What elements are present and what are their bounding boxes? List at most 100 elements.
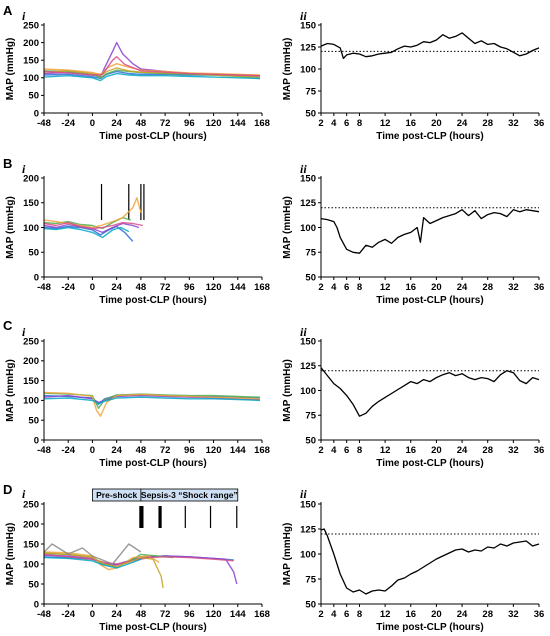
y-tick-label: 150 [23, 198, 39, 209]
series-line-5 [43, 396, 261, 405]
y-tick-label: 100 [23, 396, 39, 407]
x-tick-label: 120 [206, 609, 222, 620]
y-tick-label: 150 [23, 539, 39, 550]
y-tick-label: 100 [300, 64, 316, 75]
x-axis-label: Time post-CLP (hours) [376, 458, 483, 469]
y-tick-label: 150 [300, 499, 316, 510]
y-tick-label: 50 [305, 108, 316, 119]
x-tick-label: 36 [534, 609, 545, 620]
x-tick-label: 12 [380, 118, 391, 129]
x-tick-label: 144 [230, 282, 247, 293]
y-tick-label: 50 [28, 416, 39, 427]
x-tick-label: 96 [184, 282, 195, 293]
x-tick-label: 48 [136, 445, 147, 456]
y-axis-label: MAP (mmHg) [5, 38, 16, 101]
y-tick-label: 150 [300, 336, 316, 347]
y-axis-label: MAP (mmHg) [282, 359, 293, 422]
x-tick-label: 168 [254, 118, 270, 129]
x-tick-label: 24 [457, 445, 468, 456]
y-tick-label: 250 [23, 499, 39, 510]
y-tick-label: 75 [305, 411, 316, 422]
x-tick-label: 32 [508, 609, 519, 620]
x-tick-label: 28 [482, 445, 493, 456]
series-line-4 [43, 391, 261, 417]
y-tick-label: 150 [300, 173, 316, 184]
y-tick-label: 50 [305, 435, 316, 446]
x-axis-label: Time post-CLP (hours) [99, 458, 206, 469]
x-tick-label: 2 [318, 445, 323, 456]
chart-a-i: 0 50 100 150 200 250 -48 -24 0 24 48 72 96 120 144 168 T… [5, 20, 270, 142]
sublabel-b-ii: ii [300, 162, 307, 176]
x-tick-label: 20 [431, 282, 442, 293]
panel-label-b: B [3, 156, 12, 171]
series-line-6 [43, 56, 261, 77]
x-tick-label: 20 [431, 445, 442, 456]
y-tick-label: 150 [23, 376, 39, 387]
y-tick-label: 200 [23, 519, 39, 530]
x-tick-label: 6 [344, 609, 349, 620]
y-tick-label: 125 [300, 198, 317, 209]
x-tick-label: 2 [318, 609, 323, 620]
series-line-6 [43, 552, 164, 589]
x-tick-label: 6 [344, 282, 349, 293]
series-line-2 [43, 222, 140, 234]
x-tick-label: 72 [160, 282, 171, 293]
series-line-1 [43, 225, 134, 242]
sublabel-a-i: i [22, 9, 26, 23]
x-tick-label: 16 [405, 445, 416, 456]
x-tick-label: 28 [482, 282, 493, 293]
y-tick-label: 0 [34, 272, 39, 283]
series-line-7 [43, 543, 142, 565]
y-tick-label: 0 [34, 599, 39, 610]
x-tick-label: 2 [318, 118, 323, 129]
x-tick-label: -24 [61, 118, 75, 129]
x-tick-label: 16 [405, 118, 416, 129]
x-axis-label: Time post-CLP (hours) [376, 295, 483, 306]
x-tick-label: -48 [37, 118, 51, 129]
sublabel-c-ii: ii [300, 325, 307, 339]
x-tick-label: 96 [184, 118, 195, 129]
x-tick-label: 24 [111, 282, 122, 293]
y-tick-label: 75 [305, 86, 316, 97]
x-tick-label: 36 [534, 118, 545, 129]
y-tick-label: 150 [300, 20, 316, 31]
x-tick-label: 8 [357, 118, 362, 129]
y-tick-label: 100 [23, 559, 39, 570]
x-tick-label: 24 [457, 282, 468, 293]
chart-c-i: 0 50 100 150 200 250 -48 -24 0 24 48 72 96 120 144 168 T… [5, 336, 270, 469]
x-tick-label: 72 [160, 609, 171, 620]
x-tick-label: 16 [405, 609, 416, 620]
y-axis-label: MAP (mmHg) [282, 38, 293, 101]
x-tick-label: 144 [230, 118, 247, 129]
x-tick-label: 4 [331, 118, 337, 129]
x-axis-label: Time post-CLP (hours) [376, 131, 483, 142]
x-tick-label: 0 [90, 609, 95, 620]
y-tick-label: 0 [34, 108, 39, 119]
x-tick-label: 144 [230, 445, 247, 456]
series-line-4 [43, 551, 160, 571]
panel-label-c: C [3, 318, 13, 333]
y-tick-label: 50 [28, 91, 39, 102]
x-tick-label: 20 [431, 609, 442, 620]
x-tick-label: 96 [184, 445, 195, 456]
x-tick-label: 24 [457, 118, 468, 129]
x-tick-label: 4 [331, 609, 337, 620]
y-tick-label: 100 [300, 223, 316, 234]
x-tick-label: -48 [37, 609, 51, 620]
y-tick-label: 100 [300, 549, 316, 560]
series-line-8 [43, 556, 142, 569]
series-line-1 [320, 528, 540, 595]
x-tick-label: 48 [136, 609, 147, 620]
y-tick-label: 75 [305, 574, 316, 585]
y-axis-label: MAP (mmHg) [282, 523, 293, 586]
x-tick-label: -24 [61, 445, 75, 456]
y-tick-label: 125 [300, 42, 317, 53]
shock-range-label: Sepsis-3 “Shock range” [141, 490, 238, 500]
y-tick-label: 75 [305, 248, 316, 259]
y-axis-label: MAP (mmHg) [5, 359, 16, 422]
y-tick-label: 50 [305, 272, 316, 283]
